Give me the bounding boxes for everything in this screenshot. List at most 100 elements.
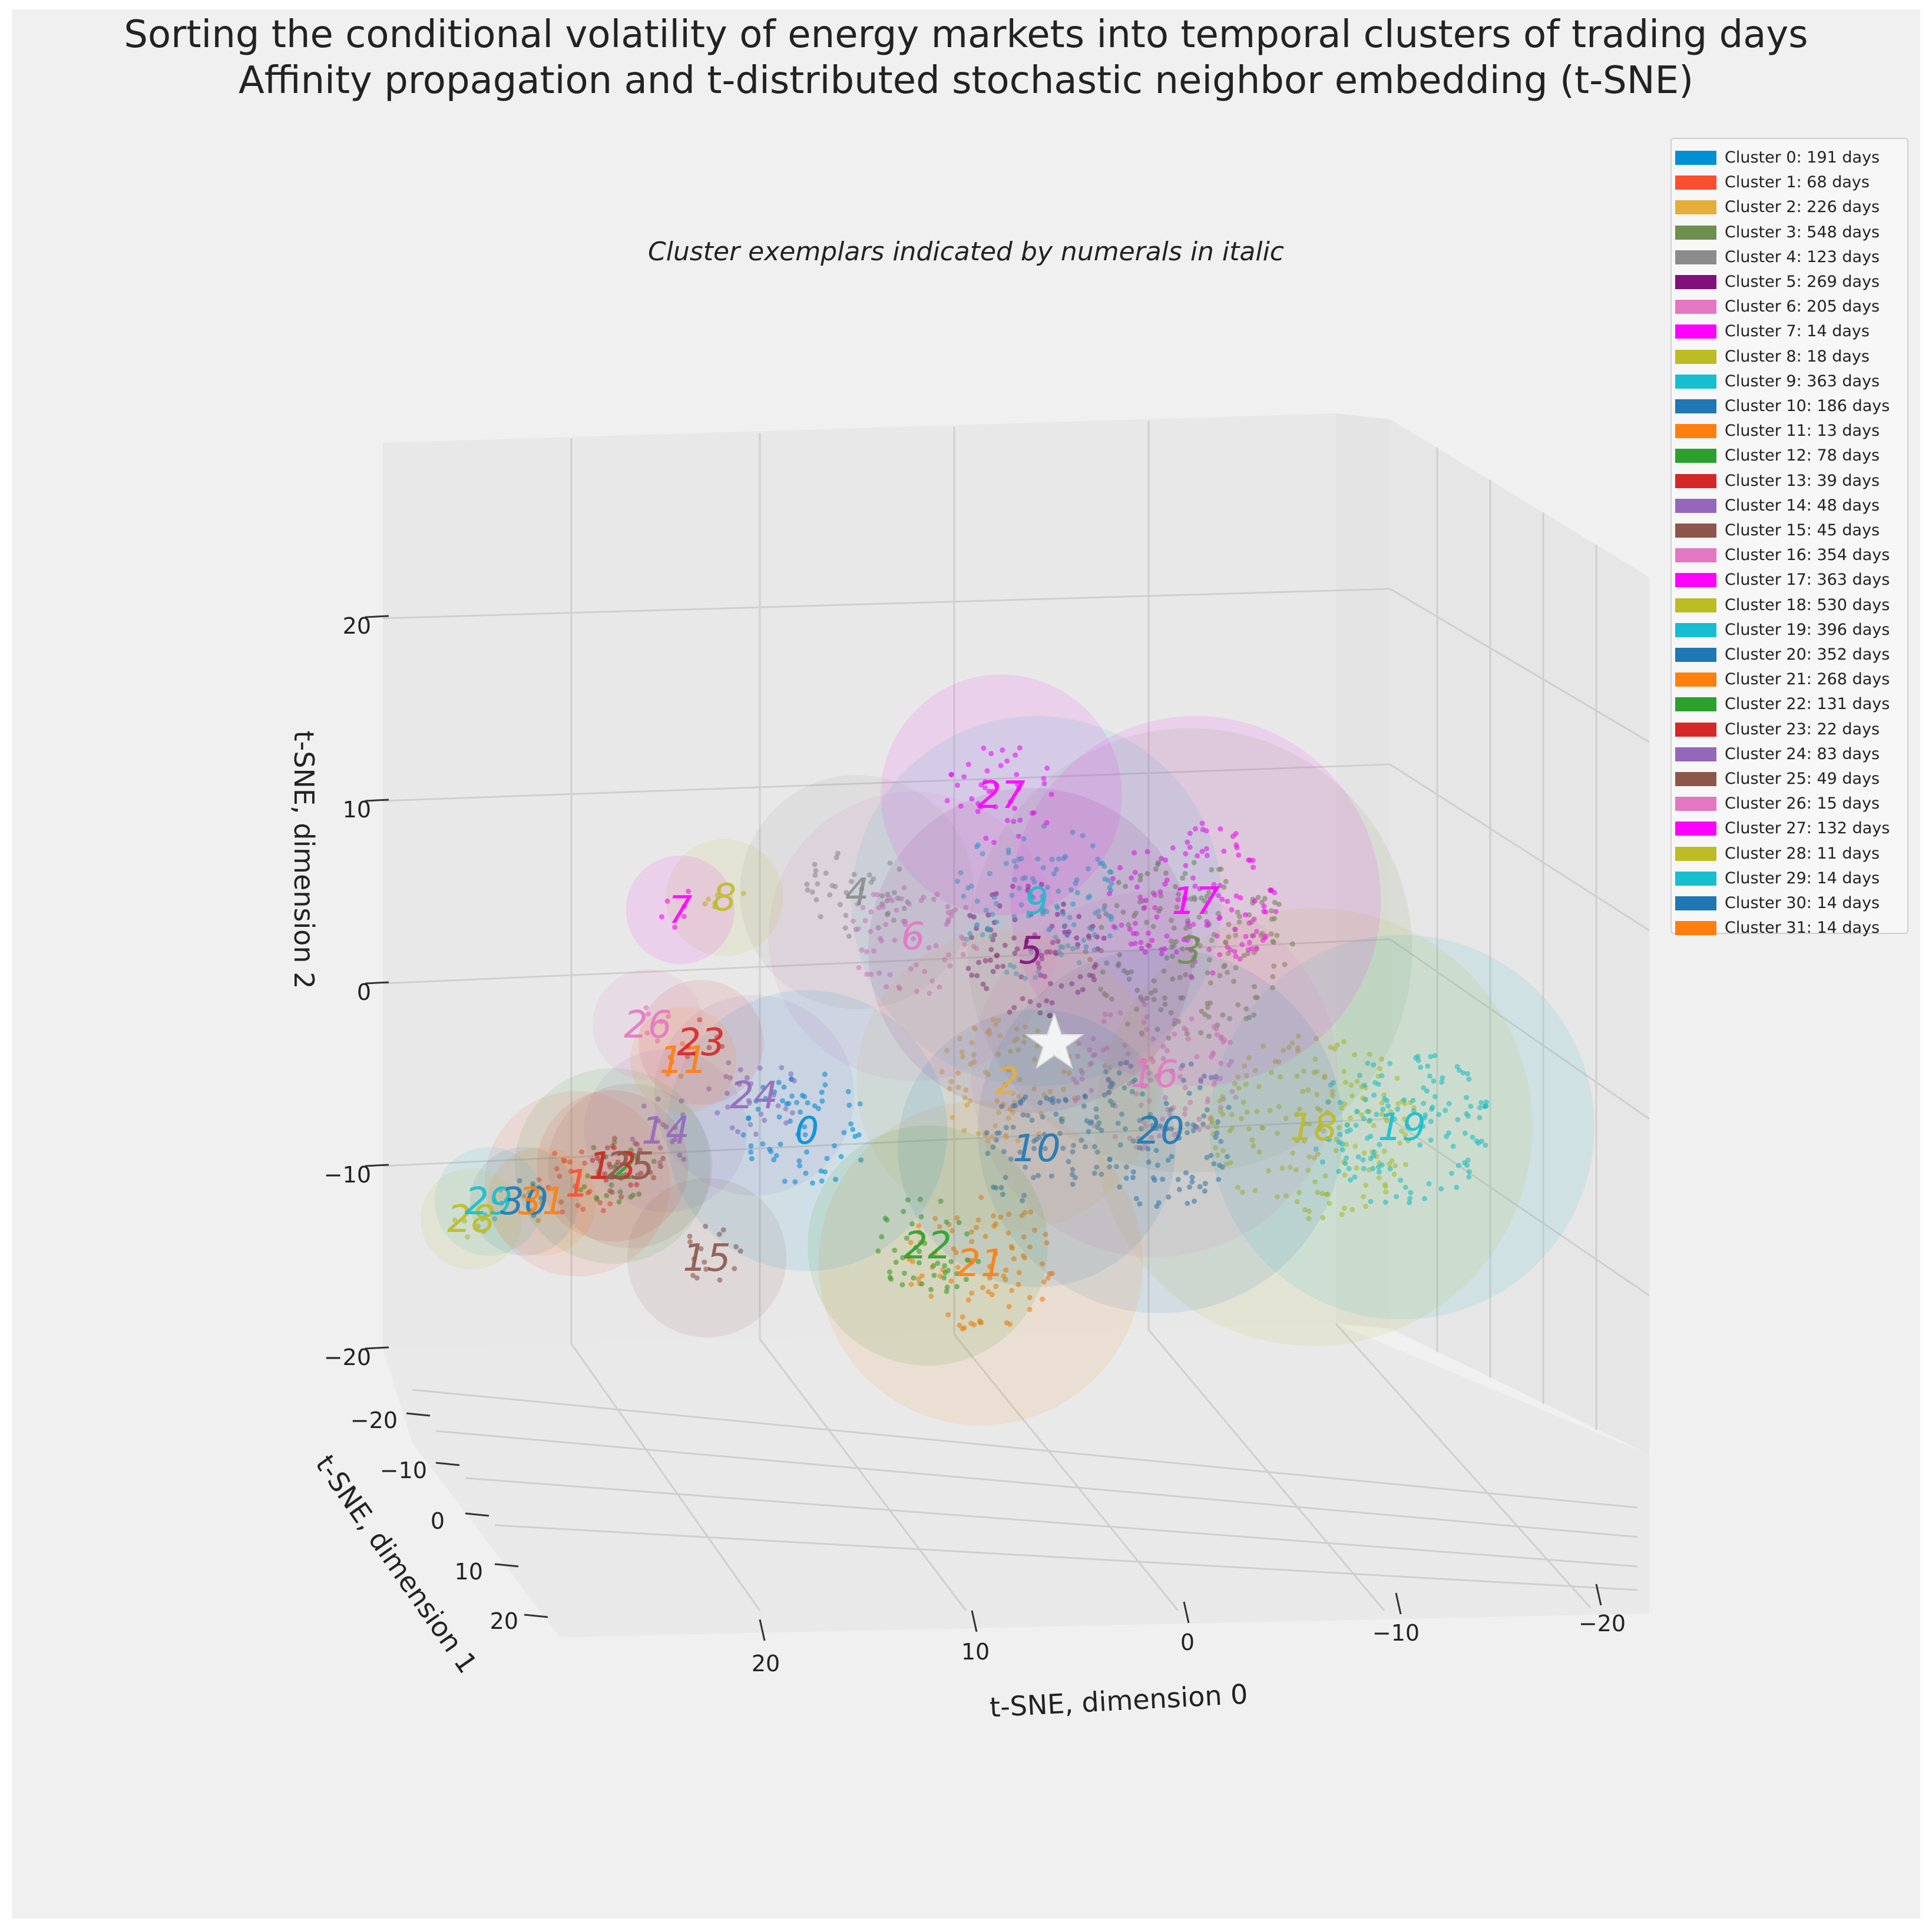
- data-point-cluster-0: [740, 1132, 746, 1138]
- data-point-cluster-3: [1209, 938, 1215, 943]
- data-point-cluster-5: [1007, 1009, 1013, 1015]
- data-point-cluster-17: [1225, 899, 1230, 905]
- data-point-cluster-17: [1269, 887, 1274, 893]
- data-point-cluster-5: [982, 958, 988, 963]
- data-point-cluster-2: [972, 1025, 978, 1031]
- legend-label: Cluster 3: 548 days: [1725, 223, 1880, 241]
- data-point-cluster-9: [1032, 975, 1038, 980]
- data-point-cluster-16: [1125, 1051, 1131, 1056]
- data-point-cluster-6: [871, 892, 876, 897]
- data-point-cluster-2: [971, 1059, 977, 1065]
- data-point-cluster-5: [1011, 935, 1017, 941]
- legend-swatch: [1675, 399, 1716, 413]
- data-point-cluster-16: [1182, 1025, 1187, 1031]
- data-point-cluster-6: [855, 901, 861, 907]
- data-point-cluster-1: [554, 1166, 560, 1172]
- data-point-cluster-17: [1219, 896, 1225, 902]
- data-point-cluster-14: [641, 1103, 647, 1109]
- data-point-cluster-3: [1191, 955, 1197, 960]
- right-side-pane: [1336, 413, 1390, 1329]
- data-point-cluster-10: [1031, 1175, 1037, 1181]
- data-point-cluster-5: [988, 958, 993, 963]
- data-point-cluster-12: [635, 1156, 641, 1162]
- data-point-cluster-16: [1213, 1026, 1219, 1032]
- data-point-cluster-16: [1076, 1041, 1081, 1046]
- data-point-cluster-3: [1270, 939, 1276, 945]
- data-point-cluster-18: [1235, 1074, 1241, 1080]
- data-point-cluster-3: [1177, 975, 1183, 980]
- legend-label: Cluster 30: 14 days: [1725, 894, 1880, 912]
- data-point-cluster-17: [1133, 920, 1138, 926]
- data-point-cluster-4: [827, 892, 833, 898]
- data-point-cluster-16: [1144, 1026, 1150, 1032]
- data-point-cluster-18: [1321, 1128, 1326, 1134]
- legend-label: Cluster 18: 530 days: [1725, 595, 1890, 614]
- data-point-cluster-17: [1190, 875, 1196, 881]
- data-point-cluster-4: [868, 879, 874, 885]
- data-point-cluster-18: [1252, 1068, 1258, 1074]
- legend-swatch: [1675, 598, 1716, 612]
- data-point-cluster-2: [995, 1017, 1001, 1023]
- data-point-cluster-7: [682, 904, 687, 909]
- data-point-cluster-0: [798, 1109, 803, 1115]
- data-point-cluster-17: [1146, 930, 1152, 936]
- data-point-cluster-3: [1133, 910, 1139, 916]
- data-point-cluster-17: [1199, 849, 1205, 854]
- data-point-cluster-17: [1187, 830, 1193, 836]
- data-point-cluster-10: [1017, 1149, 1023, 1155]
- data-point-cluster-16: [1150, 1059, 1156, 1065]
- data-point-cluster-4: [818, 914, 823, 920]
- z-axis-ticks: 20 10 0 −10 −20: [324, 613, 389, 1370]
- right-pane: [1390, 419, 1649, 1455]
- exemplar-label-15: 15: [683, 1237, 730, 1280]
- data-point-cluster-17: [1159, 947, 1165, 952]
- data-point-cluster-3: [1144, 995, 1150, 1001]
- data-point-cluster-17: [1195, 937, 1200, 943]
- data-point-cluster-18: [1267, 1108, 1273, 1114]
- legend-label: Cluster 4: 123 days: [1725, 247, 1880, 266]
- data-point-cluster-10: [1050, 1096, 1056, 1102]
- data-point-cluster-6: [945, 952, 951, 958]
- data-point-cluster-18: [1243, 1081, 1249, 1087]
- data-point-cluster-6: [898, 896, 904, 902]
- data-point-cluster-9: [1058, 944, 1064, 950]
- data-point-cluster-16: [1218, 1035, 1224, 1041]
- data-point-cluster-18: [1379, 1100, 1385, 1106]
- legend-label: Cluster 28: 11 days: [1725, 844, 1880, 863]
- data-point-cluster-2: [1047, 1089, 1053, 1095]
- data-point-cluster-3: [1166, 1035, 1172, 1041]
- data-point-cluster-3: [1171, 943, 1177, 948]
- data-point-cluster-3: [1144, 871, 1150, 877]
- data-point-cluster-3: [1158, 893, 1164, 899]
- data-point-cluster-2: [985, 1138, 991, 1144]
- data-point-cluster-0: [804, 1149, 809, 1155]
- exemplar-label-22: 22: [904, 1224, 951, 1268]
- data-point-cluster-3: [1218, 866, 1224, 872]
- data-point-cluster-9: [1086, 895, 1091, 901]
- legend-swatch: [1675, 324, 1716, 339]
- data-point-cluster-9: [1011, 914, 1017, 920]
- data-point-cluster-8: [706, 896, 712, 902]
- data-point-cluster-17: [1183, 863, 1189, 869]
- data-point-cluster-18: [1239, 1190, 1245, 1195]
- data-point-cluster-0: [749, 1156, 755, 1162]
- data-point-cluster-9: [1018, 902, 1024, 907]
- data-point-cluster-5: [1014, 946, 1020, 952]
- data-point-cluster-17: [1204, 853, 1210, 859]
- exemplar-label-8: 8: [713, 876, 737, 920]
- data-point-cluster-8: [714, 892, 720, 898]
- data-point-cluster-1: [572, 1184, 578, 1190]
- data-point-cluster-3: [1104, 960, 1110, 966]
- data-point-cluster-5: [1076, 913, 1082, 919]
- x-tick-label: 10: [961, 1639, 990, 1665]
- data-point-cluster-17: [1260, 938, 1266, 943]
- data-point-cluster-18: [1405, 1138, 1411, 1144]
- data-point-cluster-16: [1205, 1096, 1211, 1102]
- data-point-cluster-18: [1394, 1075, 1400, 1081]
- data-point-cluster-6: [871, 948, 876, 954]
- data-point-cluster-18: [1341, 1205, 1347, 1211]
- data-point-cluster-4: [887, 860, 893, 866]
- data-point-cluster-3: [1098, 986, 1104, 992]
- data-point-cluster-3: [1272, 899, 1278, 905]
- data-point-cluster-3: [1125, 1021, 1130, 1027]
